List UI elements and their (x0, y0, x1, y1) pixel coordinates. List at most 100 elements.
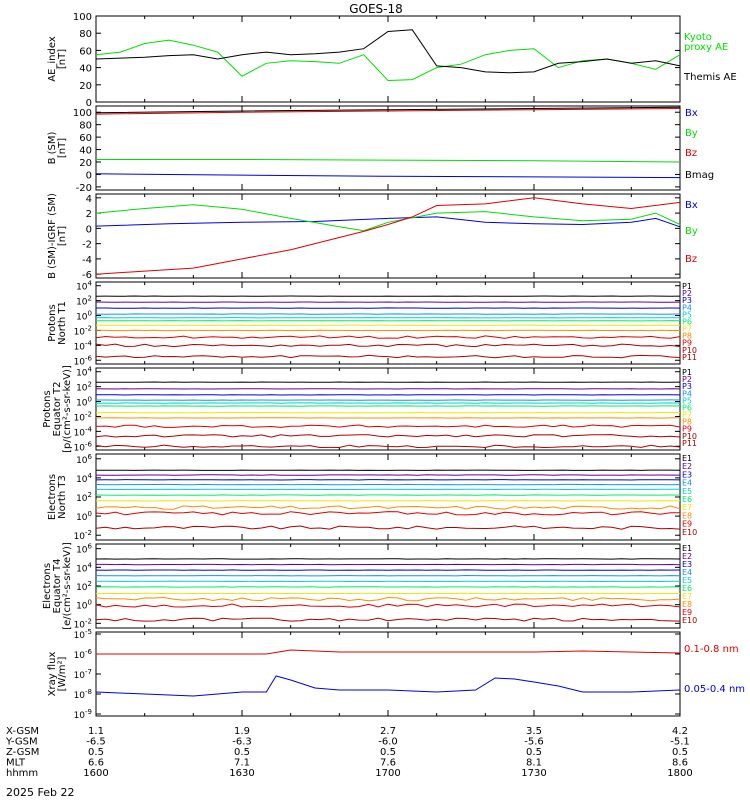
series-line-E9 (95, 603, 681, 608)
series-line-P11 (95, 354, 681, 359)
y-axis-label: B (SM)-IGRF (SM) (47, 193, 58, 279)
y-axis-label: Protons (47, 304, 58, 341)
legend-label: E1 (682, 454, 692, 463)
ephemeris-value: -5.1 (670, 737, 690, 748)
ephemeris-value: 2.7 (380, 726, 396, 737)
legend-label: E5 (682, 576, 692, 585)
series-line-P9 (95, 424, 681, 428)
ephemeris-value: 0.5 (234, 747, 250, 758)
y-tick-label: 104 (76, 472, 92, 485)
plot-title: GOES-18 (349, 2, 403, 16)
y-axis-label: [p/(cm²-s-sr-keV)] (62, 365, 73, 453)
ephemeris-value: 1630 (229, 768, 254, 779)
y-tick-label: 100 (73, 12, 92, 23)
y-tick-label: 104 (76, 561, 92, 574)
y-tick-label: 2 (86, 209, 92, 220)
ephemeris-value: 1800 (667, 768, 692, 779)
y-tick-label: 102 (76, 491, 92, 504)
y-tick-label: 10-6 (74, 440, 93, 453)
panel-frame (95, 281, 681, 365)
panel-frame (95, 453, 681, 541)
series-line-Bmag (95, 106, 681, 114)
ephemeris-value: -6.3 (232, 737, 252, 748)
ephemeris-value: 1730 (521, 768, 546, 779)
legend-label: P5 (682, 396, 692, 405)
series-line-P10 (95, 434, 681, 438)
series-line-P9 (95, 335, 681, 339)
ephemeris-value: 1600 (83, 768, 108, 779)
y-tick-label: 40 (79, 146, 92, 157)
y-tick-label: 10-2 (74, 324, 92, 337)
legend-label: Themis AE (683, 72, 737, 83)
y-tick-label: -6 (82, 270, 92, 281)
y-tick-label: 10-8 (74, 688, 92, 701)
y-axis-label: B (SM) (47, 131, 58, 164)
series-line-P10 (95, 343, 681, 348)
y-tick-label: 0 (86, 224, 92, 235)
y-tick-label: 10-7 (74, 668, 92, 681)
y-tick-label: 100 (76, 310, 92, 323)
legend-label: E8 (682, 600, 692, 609)
legend-label: E8 (682, 511, 692, 520)
legend-label: Bx (685, 108, 698, 119)
legend-label: 0.05-0.4 nm (684, 684, 745, 695)
series-line-Bz (95, 108, 681, 115)
series-line-0.1-0.8-nm (96, 649, 681, 655)
legend-label: E6 (682, 495, 692, 504)
series-line-E8 (95, 596, 681, 602)
y-tick-label: 100 (76, 510, 92, 523)
legend-label: Bz (685, 254, 697, 265)
legend-label: E2 (682, 552, 692, 561)
y-tick-label: 100 (73, 108, 92, 119)
series-line-Kyoto-proxy-AE (95, 39, 681, 82)
y-tick-label: 10-6 (74, 648, 93, 661)
legend-label: P2 (682, 375, 692, 384)
series-line-Themis-AE (95, 29, 681, 74)
y-tick-label: -20 (76, 183, 92, 194)
series-line-E10 (95, 617, 681, 622)
y-axis-label: North T1 (57, 301, 68, 345)
legend-label: P3 (682, 296, 692, 305)
legend-label: E1 (682, 544, 692, 553)
y-tick-label: 10-2 (74, 529, 92, 542)
y-axis-label: Equator T4 (52, 559, 63, 614)
legend-label: P5 (682, 310, 692, 319)
panel-frame (95, 193, 681, 279)
y-axis-label: Xray flux (47, 652, 58, 697)
legend-label: E4 (682, 479, 692, 488)
legend-label: E2 (682, 462, 692, 471)
legend-label: P3 (682, 382, 692, 391)
y-tick-label: 4 (86, 194, 92, 205)
y-tick-label: 10-4 (74, 339, 93, 352)
ephemeris-row-label: Z-GSM (6, 747, 39, 758)
y-tick-label: 10-6 (74, 354, 93, 367)
ephemeris-value: 0.5 (526, 747, 542, 758)
legend-label: P11 (682, 439, 697, 448)
y-tick-label: 20 (79, 81, 92, 92)
y-tick-label: 0 (86, 170, 92, 181)
ephemeris-row-label: hhmm (6, 768, 38, 779)
ephemeris-row-label: Y-GSM (5, 737, 38, 748)
legend-label: proxy AE (684, 42, 728, 53)
series-line-By (96, 159, 681, 163)
legend-label: P8 (682, 332, 692, 341)
legend-label: E9 (682, 520, 692, 529)
ephemeris-value: -5.6 (524, 737, 544, 748)
series-line-Bz (95, 197, 681, 275)
ephemeris-value: 8.6 (672, 758, 688, 769)
legend-label: Bmag (685, 170, 714, 181)
ephemeris-value: 7.1 (234, 758, 250, 769)
y-tick-label: -4 (82, 255, 92, 266)
legend-label: E4 (682, 568, 692, 577)
y-tick-label: 60 (79, 133, 92, 144)
y-tick-label: 10-9 (74, 708, 92, 721)
legend-label: P10 (682, 432, 697, 441)
legend-label: P9 (682, 425, 692, 434)
y-tick-label: 10-2 (74, 617, 92, 630)
ephemeris-value: -6.0 (378, 737, 398, 748)
y-axis-label: Electrons (42, 563, 53, 609)
series-line-Bx (95, 173, 681, 179)
y-tick-label: 40 (79, 64, 92, 75)
